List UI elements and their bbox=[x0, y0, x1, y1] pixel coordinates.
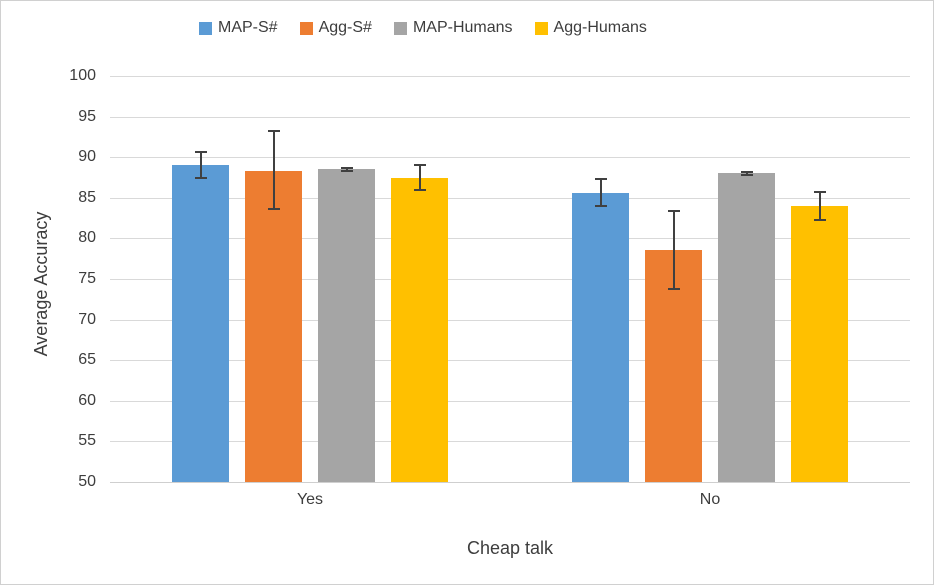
error-cap-top-map-humans-yes bbox=[340, 166, 353, 169]
error-bar-agg-s-no bbox=[672, 210, 675, 290]
y-tick-label-95: 95 bbox=[78, 108, 96, 125]
legend-label: MAP-Humans bbox=[412, 19, 513, 36]
error-bar-agg-humans-no bbox=[818, 190, 821, 221]
x-category-label-yes: Yes bbox=[296, 491, 324, 508]
y-tick-label-70: 70 bbox=[78, 311, 96, 328]
error-cap-top-agg-humans-no bbox=[813, 190, 826, 193]
y-tick-label-55: 55 bbox=[78, 432, 96, 449]
error-cap-bottom-map-s-yes bbox=[194, 177, 207, 180]
bar-map-humans-yes bbox=[317, 169, 376, 482]
error-cap-top-map-s-no bbox=[594, 178, 607, 181]
gridline-90 bbox=[110, 157, 910, 158]
y-tick-label-60: 60 bbox=[78, 392, 96, 409]
gridline-100 bbox=[110, 76, 910, 77]
gridline-75 bbox=[110, 279, 910, 280]
y-tick-label-85: 85 bbox=[78, 189, 96, 206]
y-tick-label-100: 100 bbox=[69, 67, 96, 84]
error-bar-map-s-yes bbox=[199, 150, 202, 180]
error-cap-top-agg-s-no bbox=[667, 210, 680, 212]
chart-legend: MAP-S# Agg-S# MAP-Humans Agg-Humans bbox=[199, 19, 647, 37]
legend-swatch-icon bbox=[199, 21, 212, 35]
bar-agg-humans-yes bbox=[390, 177, 449, 482]
y-tick-label-50: 50 bbox=[78, 473, 96, 490]
gridline-95 bbox=[110, 117, 910, 118]
y-tick-label-80: 80 bbox=[78, 229, 96, 246]
y-tick-label-75: 75 bbox=[78, 270, 96, 287]
x-axis-line bbox=[110, 482, 910, 483]
y-axis-title: Average Accuracy bbox=[31, 211, 51, 357]
gridline-60 bbox=[110, 401, 910, 402]
bar-agg-humans-no bbox=[790, 205, 849, 482]
error-bar-agg-humans-yes bbox=[418, 163, 421, 192]
error-cap-bottom-map-humans-no bbox=[740, 173, 753, 176]
error-bar-map-s-no bbox=[599, 178, 602, 207]
gridline-55 bbox=[110, 441, 910, 442]
legend-item-agg-s: Agg-S# bbox=[299, 19, 372, 37]
legend-label: Agg-S# bbox=[318, 19, 372, 36]
error-bar-map-humans-no bbox=[745, 171, 748, 176]
error-bar-map-humans-yes bbox=[345, 166, 348, 172]
error-cap-top-agg-s-yes bbox=[267, 130, 280, 133]
x-category-label-no: No bbox=[699, 491, 721, 508]
error-cap-bottom-agg-humans-no bbox=[813, 218, 826, 221]
legend-item-map-s: MAP-S# bbox=[199, 19, 278, 37]
x-axis-title: Cheap talk bbox=[466, 538, 554, 558]
bar-map-s-yes bbox=[171, 165, 230, 482]
gridline-70 bbox=[110, 320, 910, 321]
error-cap-bottom-agg-s-no bbox=[667, 287, 680, 290]
bar-agg-s-yes bbox=[244, 171, 303, 482]
error-cap-bottom-map-s-no bbox=[594, 204, 607, 207]
error-cap-bottom-agg-humans-yes bbox=[413, 189, 426, 192]
legend-swatch-icon bbox=[393, 21, 407, 35]
legend-label: Agg-Humans bbox=[553, 19, 647, 36]
y-tick-label-90: 90 bbox=[78, 148, 96, 165]
legend-item-agg-humans: Agg-Humans bbox=[534, 19, 647, 37]
error-cap-top-map-humans-no bbox=[740, 171, 753, 173]
legend-swatch-icon bbox=[534, 21, 548, 35]
bar-map-s-no bbox=[571, 192, 630, 482]
legend-item-map-humans: MAP-Humans bbox=[393, 19, 513, 37]
error-cap-bottom-agg-s-yes bbox=[267, 208, 280, 210]
legend-swatch-icon bbox=[299, 21, 313, 35]
error-cap-top-agg-humans-yes bbox=[413, 163, 426, 166]
gridline-65 bbox=[110, 360, 910, 361]
error-cap-top-map-s-yes bbox=[194, 150, 207, 153]
y-tick-label-65: 65 bbox=[78, 351, 96, 368]
legend-label: MAP-S# bbox=[218, 19, 278, 36]
error-bar-agg-s-yes bbox=[272, 130, 275, 210]
bar-map-humans-no bbox=[717, 173, 776, 482]
error-cap-bottom-map-humans-yes bbox=[340, 169, 353, 172]
gridline-80 bbox=[110, 238, 910, 239]
gridline-85 bbox=[110, 198, 910, 199]
